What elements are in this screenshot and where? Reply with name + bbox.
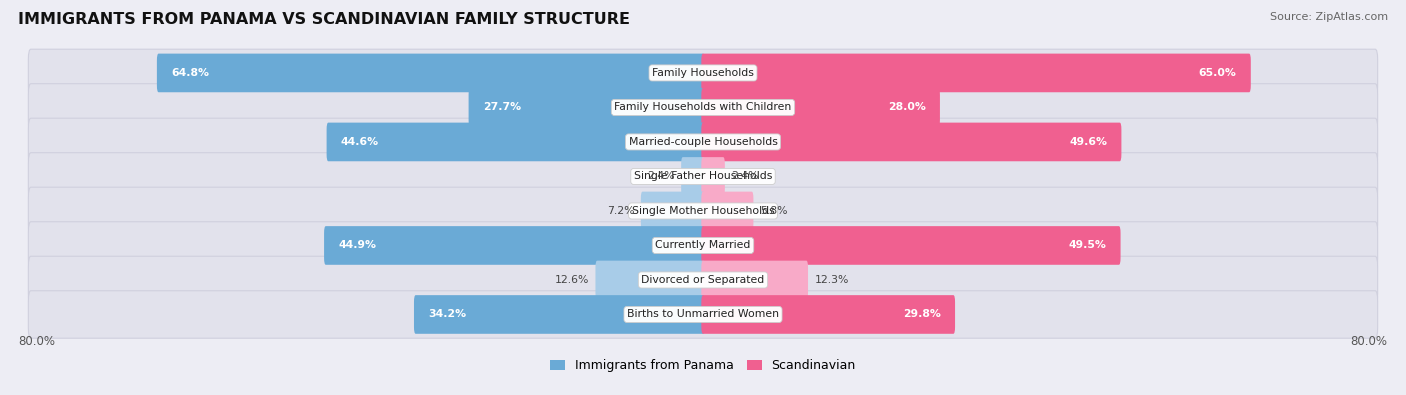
FancyBboxPatch shape [28,84,1378,131]
FancyBboxPatch shape [702,261,808,299]
FancyBboxPatch shape [702,88,941,127]
FancyBboxPatch shape [28,49,1378,97]
Text: Single Mother Households: Single Mother Households [631,206,775,216]
Text: 44.9%: 44.9% [339,241,377,250]
FancyBboxPatch shape [641,192,704,230]
FancyBboxPatch shape [702,54,1251,92]
Text: 34.2%: 34.2% [429,309,467,320]
Text: 80.0%: 80.0% [1351,335,1388,348]
Text: 2.4%: 2.4% [647,171,675,181]
Text: Married-couple Households: Married-couple Households [628,137,778,147]
Text: 80.0%: 80.0% [18,335,55,348]
FancyBboxPatch shape [157,54,704,92]
FancyBboxPatch shape [468,88,704,127]
Text: Family Households: Family Households [652,68,754,78]
Text: 27.7%: 27.7% [482,102,522,113]
Text: 44.6%: 44.6% [340,137,380,147]
FancyBboxPatch shape [702,192,754,230]
Text: IMMIGRANTS FROM PANAMA VS SCANDINAVIAN FAMILY STRUCTURE: IMMIGRANTS FROM PANAMA VS SCANDINAVIAN F… [18,12,630,27]
FancyBboxPatch shape [681,157,704,196]
FancyBboxPatch shape [28,118,1378,166]
FancyBboxPatch shape [702,122,1122,161]
Text: Currently Married: Currently Married [655,241,751,250]
FancyBboxPatch shape [702,226,1121,265]
Text: 5.8%: 5.8% [761,206,787,216]
FancyBboxPatch shape [28,153,1378,200]
FancyBboxPatch shape [702,157,725,196]
Text: 12.6%: 12.6% [554,275,589,285]
FancyBboxPatch shape [323,226,704,265]
Text: 7.2%: 7.2% [606,206,634,216]
Text: 65.0%: 65.0% [1199,68,1236,78]
Text: Source: ZipAtlas.com: Source: ZipAtlas.com [1270,12,1388,22]
Text: Single Father Households: Single Father Households [634,171,772,181]
Text: Divorced or Separated: Divorced or Separated [641,275,765,285]
FancyBboxPatch shape [413,295,704,334]
Text: 64.8%: 64.8% [172,68,209,78]
FancyBboxPatch shape [596,261,704,299]
FancyBboxPatch shape [326,122,704,161]
FancyBboxPatch shape [28,222,1378,269]
FancyBboxPatch shape [28,291,1378,338]
FancyBboxPatch shape [702,295,955,334]
Text: 49.6%: 49.6% [1069,137,1107,147]
Text: 49.5%: 49.5% [1069,241,1107,250]
FancyBboxPatch shape [28,256,1378,304]
Text: Family Households with Children: Family Households with Children [614,102,792,113]
Text: 2.4%: 2.4% [731,171,759,181]
Text: 28.0%: 28.0% [887,102,925,113]
Text: 29.8%: 29.8% [903,309,941,320]
Text: Births to Unmarried Women: Births to Unmarried Women [627,309,779,320]
Text: 12.3%: 12.3% [814,275,849,285]
Legend: Immigrants from Panama, Scandinavian: Immigrants from Panama, Scandinavian [546,354,860,377]
FancyBboxPatch shape [28,187,1378,235]
